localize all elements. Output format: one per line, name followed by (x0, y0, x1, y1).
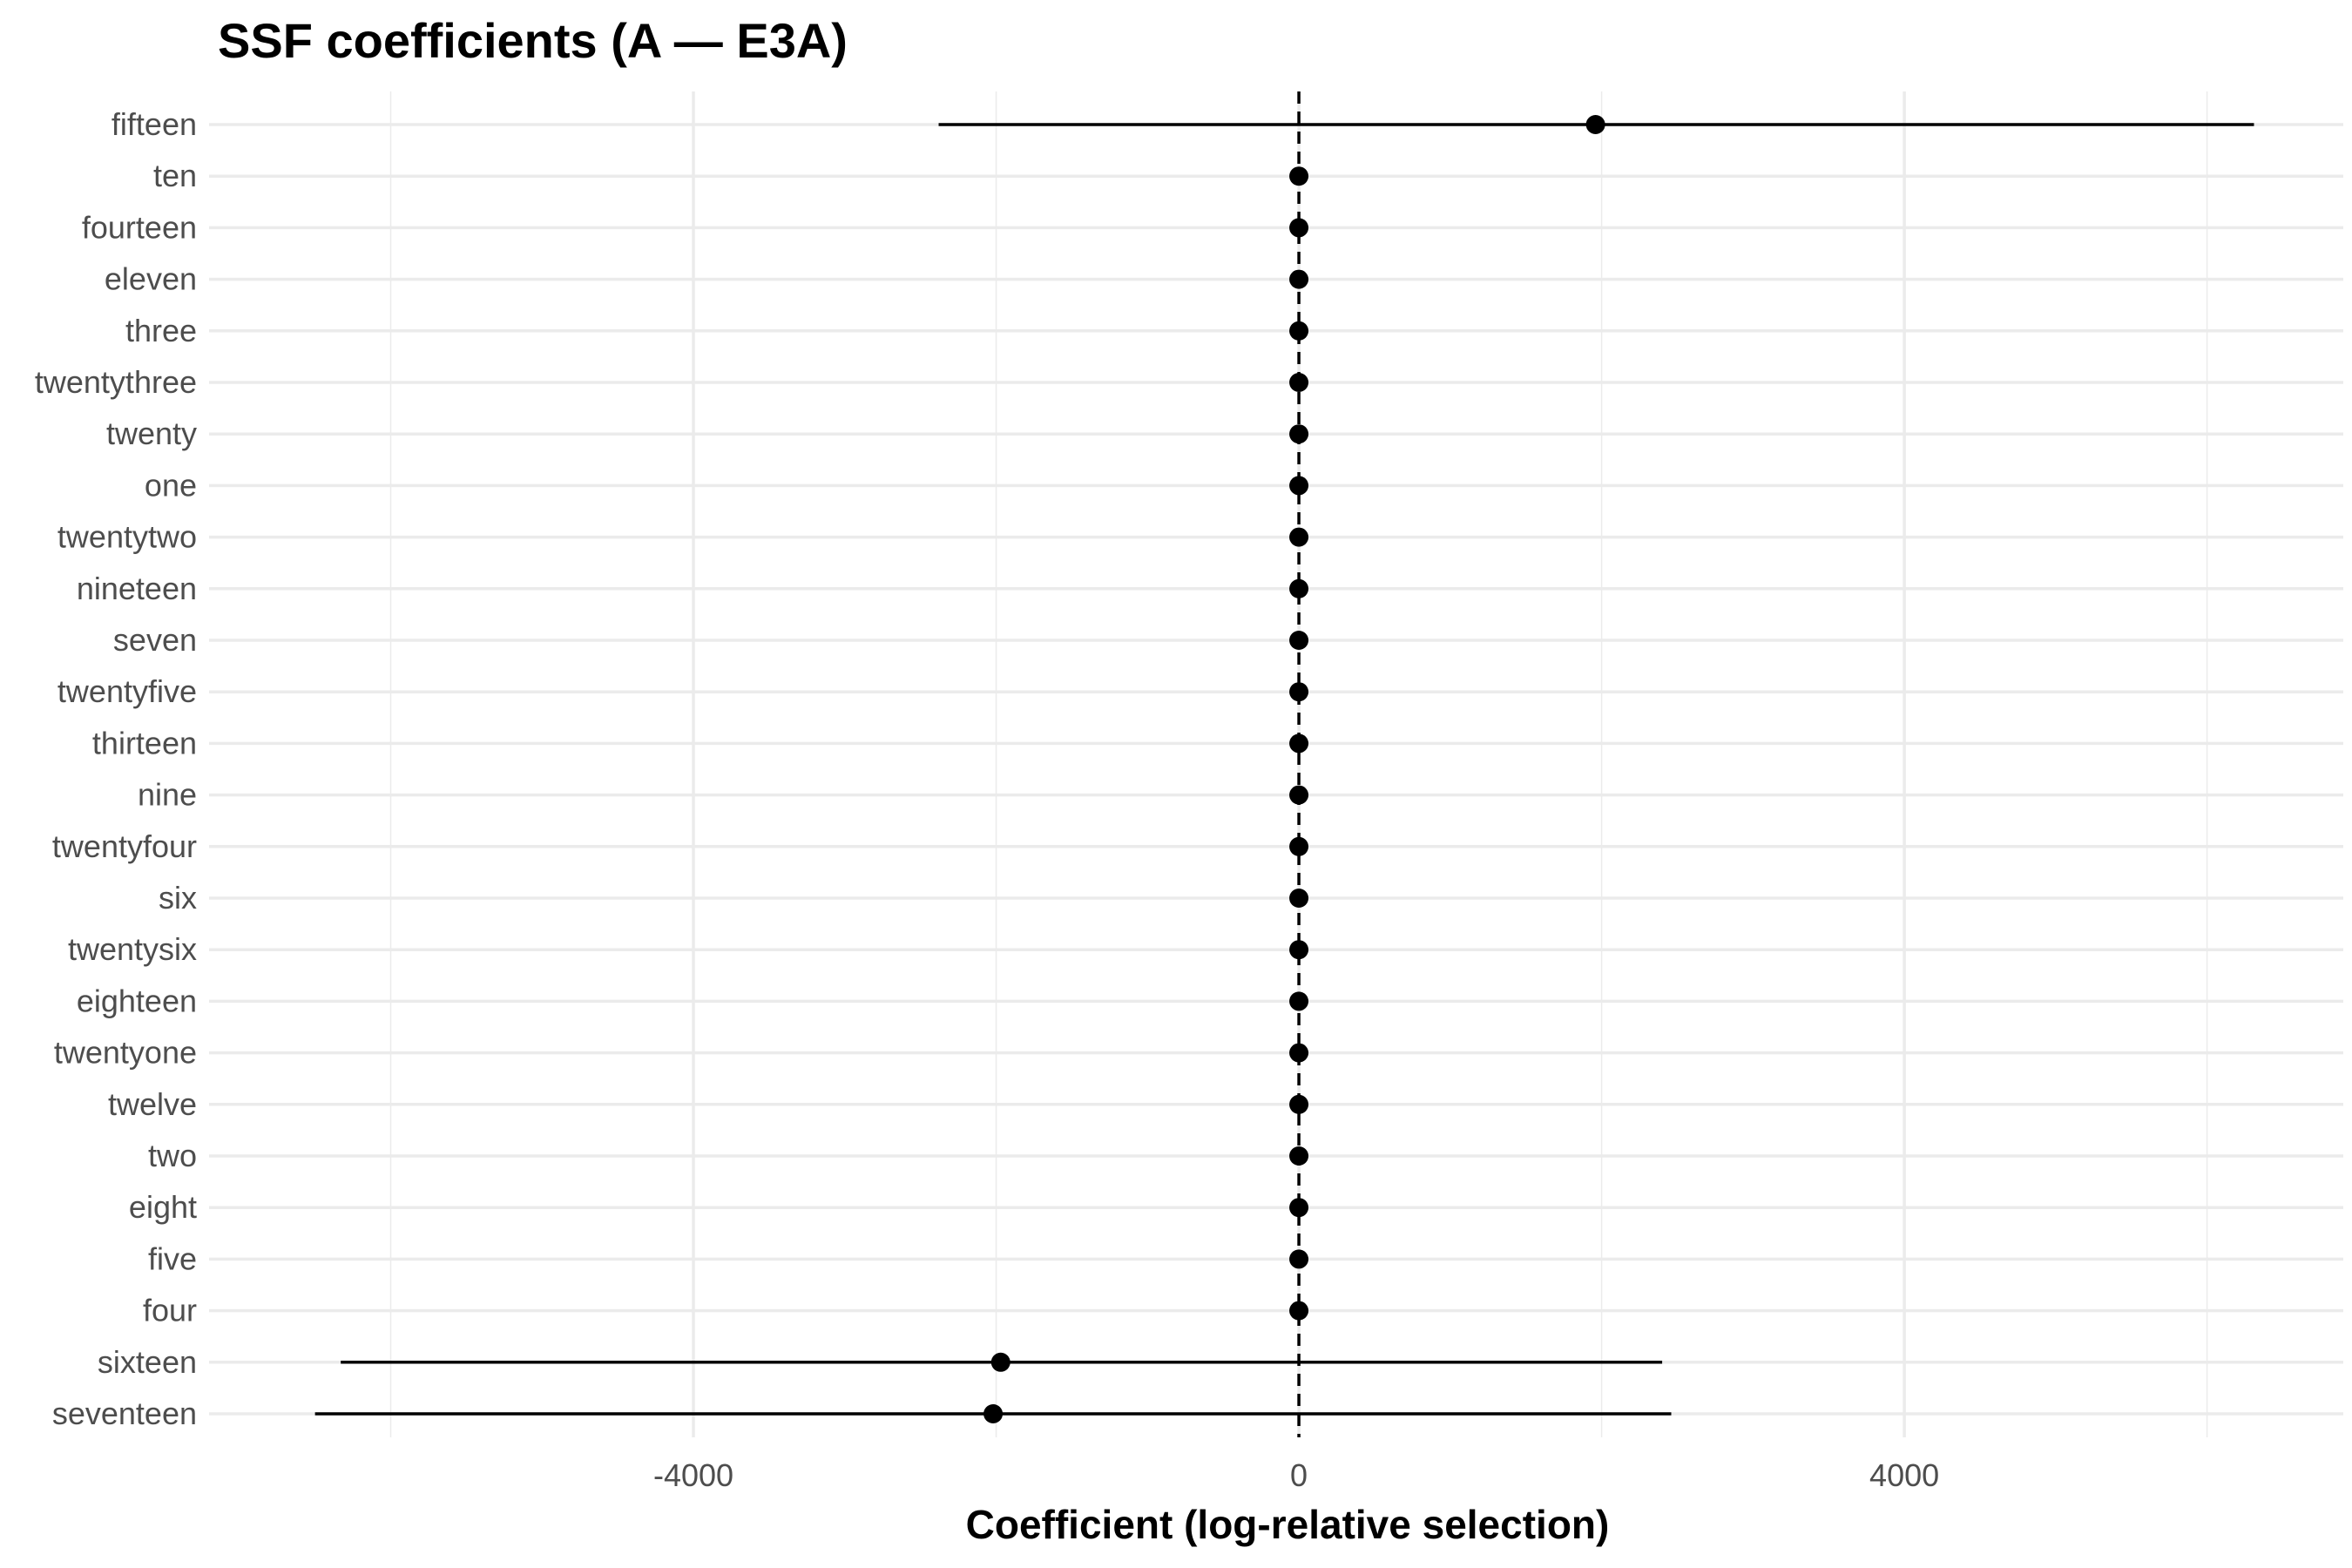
y-tick-label: four (143, 1293, 197, 1328)
x-tick-label: 0 (1290, 1457, 1308, 1493)
y-tick-label: three (125, 313, 197, 348)
y-tick-label: eighteen (77, 983, 197, 1018)
point-eight (1289, 1198, 1309, 1218)
point-twentythree (1289, 373, 1309, 392)
y-tick-label: twenty (106, 416, 197, 451)
y-tick-label: seven (113, 622, 197, 658)
y-tick-label: sixteen (98, 1344, 197, 1380)
point-five (1289, 1249, 1309, 1269)
y-tick-label: eight (129, 1189, 197, 1225)
y-tick-label: twentyfour (52, 828, 197, 864)
y-tick-label: thirteen (92, 725, 197, 760)
y-tick-label: ten (153, 158, 197, 193)
y-tick-label: twentythree (35, 364, 197, 400)
point-twentyfive (1289, 682, 1309, 702)
point-four (1289, 1301, 1309, 1321)
y-tick-label: six (159, 880, 197, 916)
y-tick-label: one (145, 467, 197, 503)
x-tick-label: -4000 (653, 1457, 733, 1493)
y-tick-label: twentytwo (57, 519, 197, 555)
chart-title: SSF coefficients (A — E3A) (218, 13, 848, 68)
y-tick-label: seventeen (52, 1396, 197, 1431)
point-twentyone (1289, 1043, 1309, 1063)
point-twentytwo (1289, 527, 1309, 547)
point-thirteen (1289, 733, 1309, 754)
y-tick-label: two (148, 1138, 197, 1173)
y-tick-labels: fifteen ten fourteen eleven three twentythree… (35, 106, 197, 1431)
point-one (1289, 476, 1309, 496)
point-twelve (1289, 1094, 1309, 1114)
estimate-point-layer (983, 115, 1605, 1423)
point-fifteen (1585, 115, 1605, 134)
point-six (1289, 889, 1309, 908)
y-tick-label: twentyfive (57, 673, 197, 709)
y-tick-label: twentysix (68, 931, 197, 967)
y-tick-label: eleven (105, 261, 197, 297)
x-tick-labels: -4000 0 4000 (653, 1457, 1939, 1493)
point-nine (1289, 785, 1309, 805)
point-nineteen (1289, 578, 1309, 598)
point-seventeen (983, 1404, 1004, 1423)
y-tick-label: twelve (108, 1086, 197, 1122)
grid-layer (209, 91, 2343, 1437)
x-tick-label: 4000 (1869, 1457, 1939, 1493)
point-twenty (1289, 424, 1309, 444)
y-tick-label: fourteen (82, 209, 197, 245)
y-tick-label: nineteen (77, 571, 197, 606)
point-two (1289, 1146, 1309, 1166)
point-ten (1289, 166, 1309, 186)
x-axis-title: Coefficient (log-relative selection) (966, 1502, 1610, 1547)
point-seven (1289, 631, 1309, 650)
confidence-interval-layer (314, 123, 2254, 1416)
point-twentyfour (1289, 836, 1309, 856)
y-tick-label: fifteen (112, 106, 197, 142)
point-eighteen (1289, 991, 1309, 1011)
y-tick-label: nine (138, 777, 197, 813)
y-tick-label: twentyone (54, 1035, 197, 1071)
y-tick-label: five (148, 1240, 197, 1276)
point-twentysix (1289, 940, 1309, 960)
point-three (1289, 321, 1309, 341)
point-fourteen (1289, 218, 1309, 238)
point-eleven (1289, 269, 1309, 289)
point-sixteen (990, 1352, 1010, 1372)
